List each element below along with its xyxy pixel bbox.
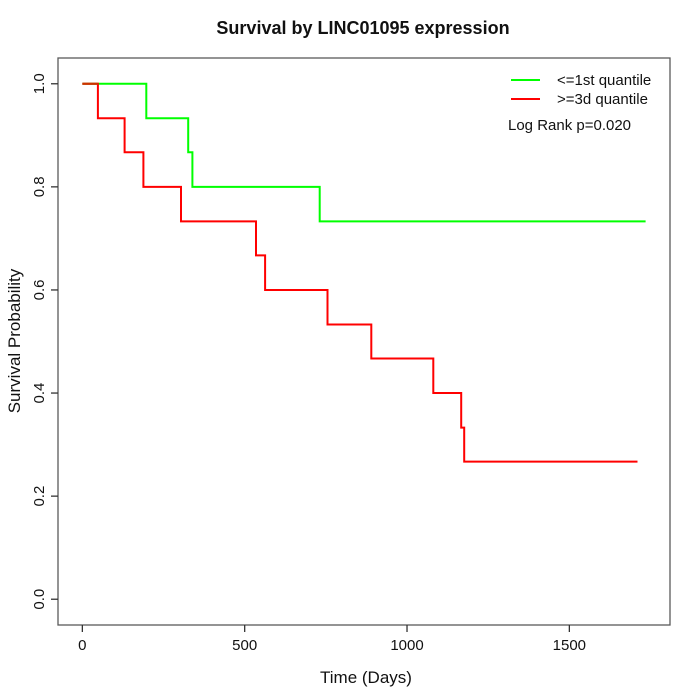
- km-curve-high-expression: [82, 82, 638, 463]
- x-axis-tick-label: 500: [232, 637, 257, 654]
- y-axis-tick-label: 0.4: [31, 383, 48, 404]
- log-rank-annotation: Log Rank p=0.020: [508, 117, 631, 134]
- x-axis-tick-label: 1000: [390, 637, 423, 654]
- legend: <=1st quantile >=3d quantile Log Rank p=…: [508, 72, 651, 134]
- y-axis-tick-label: 1.0: [31, 73, 48, 94]
- y-axis-tick-label: 0.0: [31, 589, 48, 610]
- chart-title: Survival by LINC01095 expression: [216, 18, 509, 38]
- axes-layer: 0 500 1000 1500 0.0 0.2 0.4 0.6 0.8 1.0: [31, 57, 671, 654]
- x-axis-tick-label: 1500: [553, 637, 586, 654]
- y-axis-tick-label: 0.2: [31, 486, 48, 507]
- x-axis-title: Time (Days): [320, 668, 412, 687]
- plot-border: [57, 57, 671, 626]
- curves-layer: [82, 82, 646, 463]
- x-axis-tick-label: 0: [78, 637, 86, 654]
- legend-label-low-expression: <=1st quantile: [557, 72, 651, 89]
- y-axis-title: Survival Probability: [5, 268, 24, 413]
- legend-label-high-expression: >=3d quantile: [557, 91, 648, 108]
- y-axis-tick-label: 0.8: [31, 176, 48, 197]
- y-axis-tick-label: 0.6: [31, 280, 48, 301]
- km-curve-low-expression: [82, 82, 646, 223]
